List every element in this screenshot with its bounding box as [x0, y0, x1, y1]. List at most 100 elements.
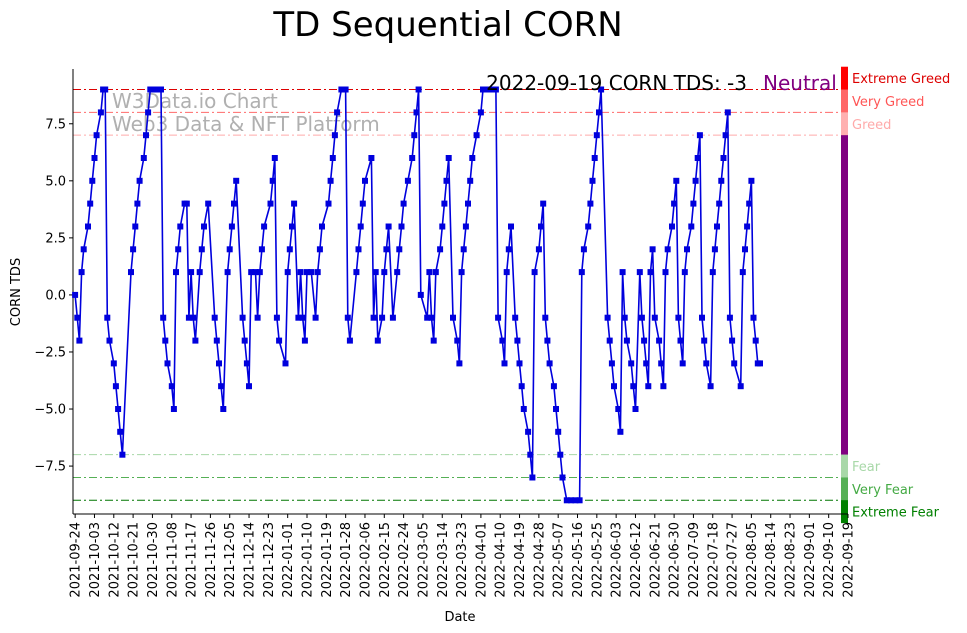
x-tick-label-27: 2022-05-25	[590, 522, 605, 598]
data-point-167	[540, 200, 547, 207]
data-point-228	[701, 337, 708, 344]
data-point-75	[276, 337, 283, 344]
data-point-176	[563, 497, 570, 504]
data-point-168	[542, 314, 549, 321]
data-point-149	[492, 86, 499, 93]
data-point-184	[589, 177, 596, 184]
data-point-74	[273, 314, 280, 321]
data-point-152	[501, 360, 508, 367]
data-point-178	[572, 497, 579, 504]
data-point-68	[256, 269, 263, 276]
data-point-44	[188, 269, 195, 276]
data-point-63	[243, 360, 250, 367]
data-point-128	[430, 337, 437, 344]
x-tick-label-6: 2021-11-17	[185, 522, 200, 598]
data-point-244	[742, 246, 748, 253]
x-tick-label-7: 2021-11-26	[204, 522, 219, 598]
zone-label-2: Greed	[852, 118, 891, 133]
data-point-16	[112, 383, 119, 390]
data-point-15	[110, 360, 117, 367]
data-point-101	[353, 269, 360, 276]
x-tick-label-29: 2022-06-12	[629, 522, 644, 598]
x-tick-label-22: 2022-04-10	[494, 522, 509, 598]
data-point-241	[731, 360, 738, 367]
data-point-48	[198, 246, 205, 253]
zone-label-5: Very Fear	[852, 483, 914, 498]
data-point-165	[535, 246, 542, 253]
data-point-161	[525, 428, 532, 435]
x-tick-label-8: 2021-12-05	[223, 522, 238, 598]
data-point-137	[456, 360, 463, 367]
data-point-231	[709, 269, 716, 276]
data-point-141	[465, 200, 471, 207]
x-tick-label-35: 2022-08-05	[745, 522, 760, 598]
x-tick-label-15: 2022-02-06	[358, 522, 373, 598]
y-tick-label-2: 2.5	[45, 231, 66, 246]
data-point-221	[684, 246, 690, 253]
x-axis-label: Date	[444, 610, 475, 625]
axes	[72, 69, 848, 515]
data-point-205	[645, 383, 652, 390]
x-tick-label-33: 2022-07-18	[706, 522, 721, 598]
data-point-230	[707, 383, 714, 390]
data-point-187	[596, 109, 602, 116]
data-point-105	[362, 177, 368, 184]
data-point-17	[115, 406, 122, 412]
data-point-51	[211, 314, 218, 321]
data-point-186	[593, 132, 600, 139]
data-point-138	[458, 269, 465, 276]
data-point-72	[269, 177, 276, 184]
data-point-222	[688, 223, 695, 230]
x-tick-label-19: 2022-03-14	[436, 522, 451, 598]
data-point-52	[213, 337, 220, 344]
threshold-lines	[73, 89, 848, 501]
y-axis-label: CORN TDS	[9, 258, 24, 326]
data-point-126	[426, 269, 433, 276]
data-point-175	[559, 474, 566, 481]
data-point-47	[196, 269, 203, 276]
data-point-14	[106, 337, 113, 344]
data-point-37	[170, 406, 177, 412]
data-point-163	[529, 474, 536, 481]
data-point-77	[284, 269, 291, 276]
data-point-242	[737, 383, 744, 390]
data-point-59	[231, 200, 237, 207]
data-point-223	[690, 200, 697, 207]
data-point-151	[499, 337, 506, 344]
data-point-229	[703, 360, 710, 367]
x-tick-label-20: 2022-03-23	[455, 522, 470, 598]
data-point-197	[623, 337, 630, 344]
x-tick-label-13: 2022-01-19	[320, 522, 335, 598]
data-point-177	[568, 497, 575, 504]
data-point-4	[80, 246, 87, 253]
zone-bar-0	[841, 66, 848, 90]
data-point-130	[437, 246, 444, 253]
data-point-94	[331, 132, 338, 139]
x-tick-label-39: 2022-09-10	[822, 522, 837, 598]
data-point-86	[308, 269, 315, 276]
data-point-170	[546, 360, 553, 367]
data-point-182	[585, 223, 592, 230]
data-point-136	[454, 337, 461, 344]
data-point-21	[130, 246, 137, 253]
data-point-19	[119, 451, 126, 458]
data-point-238	[724, 109, 731, 116]
data-point-140	[462, 223, 469, 230]
data-point-212	[662, 269, 669, 276]
data-point-208	[651, 314, 658, 321]
x-tick-label-9: 2021-12-14	[243, 522, 258, 598]
watermark-line-2: Web3 Data & NFT Platform	[112, 112, 380, 136]
data-point-45	[190, 314, 197, 321]
data-point-148	[488, 86, 495, 93]
data-point-248	[750, 314, 757, 321]
data-point-192	[611, 383, 617, 390]
data-point-132	[441, 200, 448, 207]
data-point-56	[224, 269, 231, 276]
data-point-125	[424, 314, 431, 321]
data-point-106	[368, 155, 375, 161]
x-tick-label-3: 2021-10-21	[127, 522, 142, 598]
zone-label-1: Very Greed	[852, 95, 924, 110]
data-point-36	[168, 383, 175, 390]
data-point-100	[346, 337, 353, 344]
series-line-0	[74, 88, 760, 502]
